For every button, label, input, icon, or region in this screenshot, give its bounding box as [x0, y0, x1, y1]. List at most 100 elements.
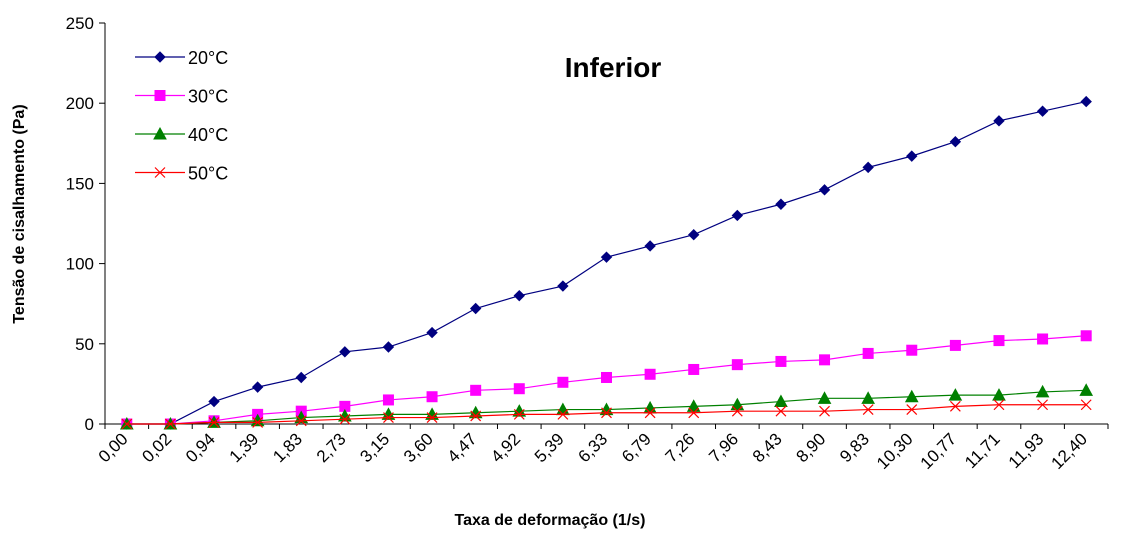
data-point: [993, 399, 1005, 411]
data-point: [818, 184, 831, 196]
y-axis-title: Tensão de cisalhamento (Pa): [11, 104, 28, 323]
data-point: [906, 404, 918, 415]
data-point: [426, 326, 438, 339]
data-point: [295, 371, 307, 384]
data-point: [513, 408, 525, 420]
data-point: [1037, 399, 1049, 411]
legend-item: 30°C: [135, 87, 228, 107]
data-point: [817, 391, 832, 404]
x-tick-label: 7,96: [705, 429, 742, 466]
x-tick-label: 2,73: [313, 429, 350, 466]
legend-marker: [153, 126, 167, 140]
data-point: [993, 335, 1005, 347]
data-point: [250, 413, 265, 427]
data-point: [1037, 333, 1049, 345]
data-point: [339, 413, 351, 425]
legend-label: 50°C: [188, 164, 228, 184]
data-point: [819, 354, 831, 366]
x-tick-label: 3,60: [400, 429, 437, 466]
data-point: [382, 394, 394, 406]
x-tick-label: 1,83: [269, 429, 306, 466]
data-point: [993, 115, 1005, 127]
x-tick-label: 0,00: [95, 429, 132, 466]
data-point: [295, 415, 307, 427]
x-tick-label: 5,39: [531, 429, 568, 466]
x-tick-label: 10,77: [917, 429, 961, 473]
data-point: [1036, 105, 1049, 117]
x-tick-label: 7,26: [662, 429, 699, 466]
x-tick-label: 6,33: [574, 429, 611, 466]
y-tick-label: 250: [66, 14, 94, 33]
data-point: [992, 388, 1006, 401]
legend-label: 30°C: [188, 87, 228, 107]
data-point: [1080, 399, 1092, 411]
data-point: [688, 363, 700, 375]
x-tick-label: 0,02: [138, 429, 175, 466]
legend-marker: [154, 90, 166, 101]
data-point: [819, 405, 830, 417]
data-point: [731, 405, 743, 417]
data-point: [470, 410, 482, 422]
data-point: [382, 341, 395, 353]
data-point: [862, 347, 874, 359]
data-point: [600, 251, 613, 263]
data-point: [252, 416, 264, 428]
data-point: [164, 418, 176, 430]
x-tick-label: 1,39: [226, 429, 263, 466]
data-point: [426, 391, 438, 403]
x-axis-ticks: 0,00 0,02 0,94 1,39 1,83 2,73 3,15 3,60 4,47 4,92…: [95, 424, 1109, 473]
legend-marker: [154, 167, 166, 178]
chart-title: Inferior: [565, 52, 662, 83]
x-tick-label: 0,94: [182, 429, 219, 466]
data-point: [949, 339, 961, 351]
y-tick-label: 0: [85, 415, 94, 434]
x-tick-label: 12,40: [1048, 429, 1092, 473]
data-point: [775, 198, 787, 210]
y-tick-label: 100: [66, 255, 94, 274]
data-point: [686, 399, 701, 412]
data-point: [644, 407, 656, 419]
data-point: [208, 416, 220, 428]
data-point: [906, 150, 918, 162]
data-point: [208, 395, 220, 408]
x-tick-label: 6,79: [618, 429, 655, 466]
series-0: [121, 95, 1092, 430]
data-point: [949, 135, 962, 148]
data-point: [1080, 330, 1092, 342]
data-point: [862, 404, 874, 415]
data-point: [1079, 383, 1094, 396]
x-tick-label: 11,71: [961, 429, 1004, 472]
x-tick-label: 8,90: [793, 429, 830, 466]
axes: [104, 23, 1108, 425]
data-point: [644, 240, 656, 252]
data-point: [775, 355, 787, 367]
data-point: [730, 397, 745, 411]
data-point: [601, 371, 612, 383]
y-axis-ticks: 0 50 100 150 200 250: [66, 14, 105, 434]
data-point: [731, 359, 743, 371]
data-point: [861, 391, 875, 404]
data-point: [774, 394, 788, 408]
legend-item: 40°C: [135, 125, 228, 145]
legend-label: 40°C: [188, 125, 228, 145]
x-tick-label: 10,30: [873, 429, 917, 473]
data-point: [557, 408, 569, 420]
data-point: [862, 161, 874, 174]
x-tick-label: 4,47: [444, 429, 481, 466]
x-tick-label: 8,43: [749, 429, 786, 466]
data-point: [469, 302, 482, 315]
data-point: [557, 376, 569, 388]
legend-item: 20°C: [135, 48, 228, 68]
data-point: [904, 389, 919, 403]
data-point: [513, 383, 525, 395]
data-point: [121, 418, 133, 430]
y-tick-label: 150: [66, 174, 94, 193]
data-point: [949, 400, 961, 412]
data-point: [644, 368, 656, 380]
series-3: [121, 399, 1092, 430]
data-point: [251, 381, 264, 393]
data-point: [1035, 384, 1050, 398]
data-point: [383, 412, 394, 424]
data-point: [339, 346, 351, 358]
